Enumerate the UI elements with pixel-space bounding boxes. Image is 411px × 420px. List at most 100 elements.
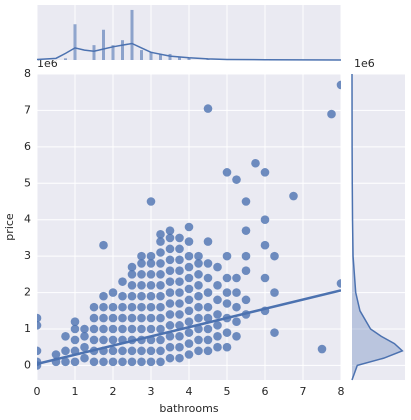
point [137, 313, 146, 323]
point [108, 313, 118, 323]
point [203, 313, 213, 323]
point [194, 302, 203, 312]
point [184, 295, 194, 305]
point [213, 295, 222, 305]
point [175, 255, 184, 265]
point [146, 302, 156, 312]
hist-bar [102, 29, 105, 60]
point [137, 251, 146, 261]
point [317, 344, 327, 354]
point [213, 310, 222, 319]
point [80, 353, 89, 363]
point [146, 251, 156, 261]
point [175, 266, 184, 276]
y-tick-label: 0 [24, 358, 31, 371]
point [184, 284, 194, 294]
point [165, 233, 175, 243]
point [222, 288, 232, 297]
point [270, 328, 279, 337]
point [137, 270, 146, 279]
point [99, 313, 108, 323]
hist-bar [149, 51, 153, 60]
point [175, 288, 184, 297]
point [156, 291, 165, 301]
point [232, 288, 241, 297]
point [70, 317, 80, 327]
point [175, 244, 184, 254]
point [118, 357, 127, 367]
point [213, 321, 222, 330]
point [118, 277, 127, 286]
point [108, 357, 118, 367]
point [146, 346, 156, 356]
point [203, 324, 213, 334]
point [165, 266, 175, 276]
point [260, 273, 270, 283]
point [156, 313, 165, 323]
point [232, 317, 241, 327]
point [184, 251, 194, 261]
point [175, 331, 184, 341]
point [203, 273, 213, 283]
point [127, 324, 137, 334]
x-tick-label: 8 [338, 385, 345, 398]
x-tick-label: 5 [224, 385, 231, 398]
point [61, 346, 70, 356]
point [89, 357, 99, 367]
point [137, 280, 146, 290]
point [203, 302, 213, 312]
point [137, 302, 146, 312]
point [70, 324, 80, 334]
point [108, 288, 118, 297]
point [99, 240, 108, 250]
point [118, 291, 127, 301]
point [241, 295, 251, 305]
point [165, 321, 175, 330]
point [146, 357, 156, 367]
hist-bar [92, 45, 96, 60]
point [127, 346, 137, 356]
point [118, 324, 127, 334]
point [165, 244, 175, 254]
y-tick-label: 3 [24, 249, 31, 262]
point [165, 255, 175, 265]
regression-line [37, 289, 341, 366]
hist-bar [73, 24, 77, 60]
point [156, 335, 165, 345]
point [184, 328, 194, 337]
point [241, 266, 251, 276]
point [108, 346, 118, 356]
y-tick-label: 8 [24, 67, 31, 80]
x-tick-label: 6 [262, 385, 269, 398]
point [336, 279, 341, 288]
point [241, 251, 251, 261]
x-tick-label: 0 [34, 385, 41, 398]
point [118, 346, 127, 356]
point [232, 331, 241, 341]
hist-bar [64, 58, 67, 60]
top-kde [36, 42, 342, 61]
point [222, 299, 232, 308]
point [175, 233, 184, 243]
marginal-offset-label: 1e6 [354, 57, 375, 70]
point [194, 313, 203, 323]
point [156, 302, 165, 312]
point [194, 259, 203, 268]
point [137, 357, 146, 367]
point [184, 306, 194, 316]
y-offset-label: 1e6 [37, 57, 58, 70]
point [203, 259, 213, 268]
point [165, 299, 175, 308]
point [260, 240, 270, 250]
point [37, 346, 42, 356]
point [80, 342, 89, 352]
point [232, 175, 241, 184]
point [146, 291, 156, 301]
point [203, 335, 213, 345]
point [89, 313, 99, 323]
point [165, 277, 175, 286]
point [108, 335, 118, 345]
point [194, 324, 203, 334]
point [213, 331, 222, 341]
plot-layer: 0 1 2 3 4 5 6 7 8 0 1 2 3 4 5 6 7 8 [24, 5, 405, 398]
